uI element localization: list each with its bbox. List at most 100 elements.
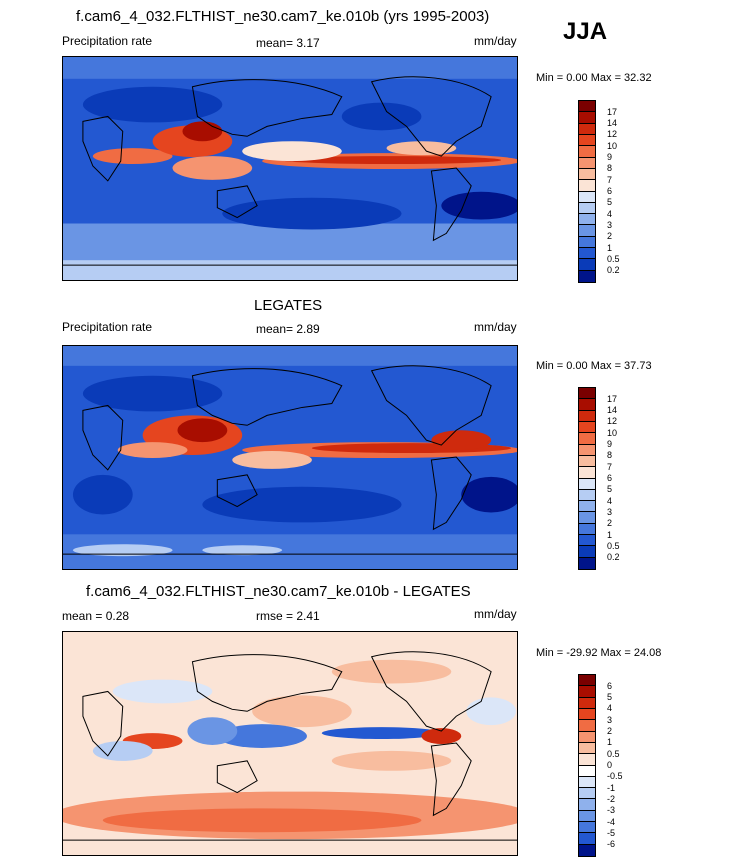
colorbar-tick-label: 1 xyxy=(607,737,613,748)
panel-1-title: f.cam6_4_032.FLTHIST_ne30.cam7_ke.010b (… xyxy=(76,8,490,25)
colorbar-tick-label: -3 xyxy=(607,805,616,816)
colorbar-tick-label: 3 xyxy=(607,506,613,517)
panel-3-units-label: mm/day xyxy=(474,607,517,621)
panel-2-mean-label: mean= 2.89 xyxy=(256,322,320,336)
colorbar-box xyxy=(579,421,595,434)
panel-1-mean-label: mean= 3.17 xyxy=(256,36,320,50)
colorbar-box xyxy=(579,844,595,856)
colorbar-box xyxy=(579,236,595,249)
colorbar-box xyxy=(579,455,595,468)
colorbar-tick-label: 3 xyxy=(607,219,613,230)
colorbar-tick-label: -5 xyxy=(607,827,616,838)
colorbar-box xyxy=(579,478,595,490)
colorbar-tick-label: 6 xyxy=(607,680,613,691)
colorbar-tick-label: -1 xyxy=(607,782,616,793)
colorbar-tick-label: 5 xyxy=(607,484,613,495)
colorbar-box xyxy=(579,259,595,271)
colorbar-tick-label: 7 xyxy=(607,461,613,472)
colorbar-tick-label: 6 xyxy=(607,186,613,196)
colorbar-box xyxy=(579,180,595,192)
colorbar-tick-label: 10 xyxy=(607,140,618,151)
colorbar-box xyxy=(579,134,595,147)
colorbar-tick-label: 4 xyxy=(607,703,613,714)
colorbar-tick-label: 2 xyxy=(607,518,613,529)
colorbar-box xyxy=(579,399,595,411)
colorbar-tick-label: 2 xyxy=(607,726,613,737)
colorbar-tick-label: 12 xyxy=(607,416,618,427)
panel-3-title: f.cam6_4_032.FLTHIST_ne30.cam7_ke.010b -… xyxy=(86,583,471,600)
colorbar-tick-label: 4 xyxy=(607,495,613,506)
colorbar-box xyxy=(579,546,595,558)
colorbar-box xyxy=(579,191,595,203)
panel-3-colorbar xyxy=(578,674,596,857)
colorbar-box xyxy=(579,535,595,547)
colorbar-tick-label: 0.2 xyxy=(607,265,620,276)
panel-2-minmax-label: Min = 0.00 Max = 37.73 xyxy=(536,360,652,372)
colorbar-tick-label: 17 xyxy=(607,106,618,117)
colorbar-box xyxy=(579,433,595,445)
colorbar-box xyxy=(579,388,595,400)
colorbar-box xyxy=(579,512,595,524)
colorbar-tick-label: 0.2 xyxy=(607,552,620,563)
colorbar-tick-label: 0.5 xyxy=(607,253,620,264)
colorbar-tick-label: 1 xyxy=(607,529,613,540)
colorbar-box xyxy=(579,248,595,260)
colorbar-box xyxy=(579,444,595,456)
colorbar-tick-label: 8 xyxy=(607,163,613,174)
panel-1-units-label: mm/day xyxy=(474,34,517,48)
colorbar-box xyxy=(579,225,595,237)
colorbar-box xyxy=(579,101,595,113)
colorbar-tick-label: 17 xyxy=(607,393,618,404)
colorbar-tick-label: 5 xyxy=(607,197,613,208)
colorbar-box xyxy=(579,810,595,823)
colorbar-box xyxy=(579,708,595,721)
colorbar-tick-label: -4 xyxy=(607,816,616,827)
colorbar-tick-label: 5 xyxy=(607,692,613,703)
colorbar-box xyxy=(579,123,595,135)
colorbar-tick-label: 7 xyxy=(607,174,613,185)
colorbar-tick-label: -2 xyxy=(607,793,616,804)
panel-3-rmse-label: rmse = 2.41 xyxy=(256,609,320,623)
colorbar-box xyxy=(579,731,595,743)
panel-1-colorbar xyxy=(578,100,596,283)
colorbar-box xyxy=(579,501,595,513)
colorbar-box xyxy=(579,754,595,766)
panel-3-mean-label: mean = 0.28 xyxy=(62,609,130,623)
colorbar-box xyxy=(579,765,595,777)
colorbar-tick-label: 0 xyxy=(607,760,613,770)
colorbar-box xyxy=(579,675,595,687)
colorbar-box xyxy=(579,489,595,502)
colorbar-tick-label: 1 xyxy=(607,242,613,253)
colorbar-box xyxy=(579,467,595,479)
panel-2-units-label: mm/day xyxy=(474,320,517,334)
colorbar-box xyxy=(579,833,595,845)
panel-1-variable-label: Precipitation rate xyxy=(62,34,153,48)
panel-2-colorbar xyxy=(578,387,596,570)
colorbar-tick-label: 10 xyxy=(607,427,618,438)
colorbar-box xyxy=(579,697,595,709)
colorbar-tick-label: 6 xyxy=(607,473,613,483)
colorbar-tick-label: 2 xyxy=(607,231,613,242)
colorbar-box xyxy=(579,168,595,181)
colorbar-tick-label: 4 xyxy=(607,208,613,219)
colorbar-tick-label: 12 xyxy=(607,129,618,140)
colorbar-box xyxy=(579,557,595,569)
season-label: JJA xyxy=(563,18,608,45)
panel-1-minmax-label: Min = 0.00 Max = 32.32 xyxy=(536,72,652,84)
panel-3-map xyxy=(62,631,518,856)
colorbar-box xyxy=(579,202,595,215)
colorbar-box xyxy=(579,742,595,755)
colorbar-box xyxy=(579,270,595,282)
colorbar-box xyxy=(579,776,595,789)
panel-3-minmax-label: Min = -29.92 Max = 24.08 xyxy=(536,647,662,659)
colorbar-box xyxy=(579,720,595,732)
colorbar-box xyxy=(579,822,595,834)
colorbar-tick-label: -6 xyxy=(607,839,616,850)
panel-2-variable-label: Precipitation rate xyxy=(62,320,153,334)
colorbar-box xyxy=(579,146,595,158)
colorbar-tick-label: 8 xyxy=(607,450,613,461)
colorbar-tick-label: 14 xyxy=(607,405,618,416)
panel-1-map xyxy=(62,56,518,281)
panel-2-map xyxy=(62,345,518,570)
colorbar-tick-label: 9 xyxy=(607,152,613,163)
